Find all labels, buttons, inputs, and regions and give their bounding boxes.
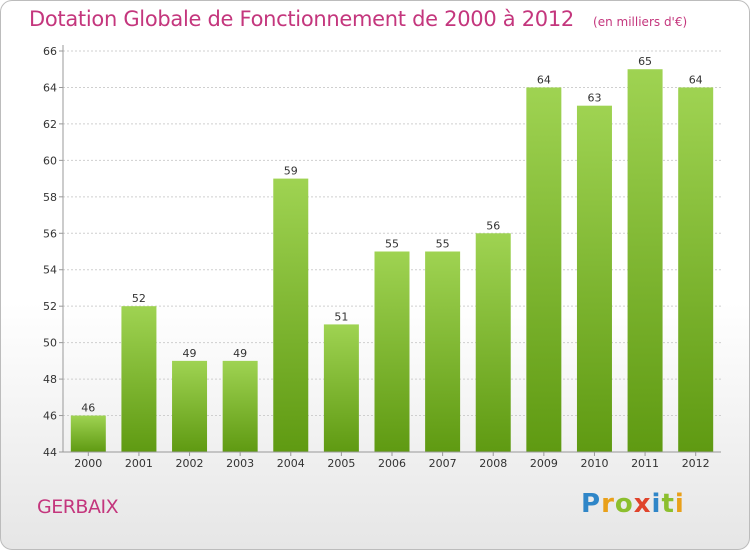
chart-subtitle: (en milliers d'€): [593, 15, 688, 29]
value-label-2008: 56: [486, 219, 500, 232]
bar-2008: [475, 233, 511, 452]
x-tick-label-2007: 2007: [429, 457, 457, 470]
y-tick-label: 50: [43, 337, 57, 350]
x-tick-label-2011: 2011: [631, 457, 659, 470]
x-tick-label-2002: 2002: [176, 457, 204, 470]
value-label-2007: 55: [436, 238, 450, 251]
x-tick-label-2004: 2004: [277, 457, 305, 470]
x-tick-label-2000: 2000: [74, 457, 102, 470]
y-tick-label: 62: [43, 118, 57, 131]
bar-2005: [323, 324, 359, 452]
bar-2000: [70, 415, 106, 452]
y-tick-label: 60: [43, 154, 57, 167]
title-row: Dotation Globale de Fonctionnement de 20…: [29, 7, 687, 31]
value-label-2012: 64: [689, 73, 703, 86]
y-tick-label: 54: [43, 264, 57, 277]
x-tick-label-2008: 2008: [479, 457, 507, 470]
bar-2009: [526, 87, 562, 453]
value-label-2001: 52: [132, 292, 146, 305]
bar-2011: [627, 69, 663, 453]
x-tick-label-2001: 2001: [125, 457, 153, 470]
value-label-2011: 65: [638, 55, 652, 68]
value-label-2009: 64: [537, 73, 551, 86]
bar-2001: [121, 306, 157, 452]
value-label-2000: 46: [81, 402, 95, 415]
x-tick-label-2006: 2006: [378, 457, 406, 470]
bar-2007: [425, 251, 461, 452]
y-tick-label: 66: [43, 45, 57, 58]
y-tick-label: 64: [43, 81, 57, 94]
value-label-2006: 55: [385, 238, 399, 251]
bar-2012: [678, 87, 714, 453]
y-tick-label: 48: [43, 373, 57, 386]
chart-title: Dotation Globale de Fonctionnement de 20…: [29, 7, 574, 31]
bar-2006: [374, 251, 410, 452]
labels: 44 46 48 50 52 54 56 58 60 62 64 66 46 2000 52 2001 49 20…: [43, 45, 710, 470]
y-tick-label: 56: [43, 227, 57, 240]
x-tick-label-2012: 2012: [682, 457, 710, 470]
x-tick-label-2009: 2009: [530, 457, 558, 470]
city-name: GERBAIX: [37, 496, 119, 518]
y-tick-label: 44: [43, 446, 57, 459]
bar-2004: [273, 178, 309, 452]
y-tick-label: 52: [43, 300, 57, 313]
axes: [59, 45, 721, 456]
bars: [70, 69, 714, 453]
proxiti-logo[interactable]: Proxiti: [581, 489, 685, 519]
bar-2010: [576, 105, 612, 452]
value-label-2004: 59: [284, 165, 298, 178]
value-label-2003: 49: [233, 347, 247, 360]
value-label-2002: 49: [183, 347, 197, 360]
x-tick-label-2005: 2005: [327, 457, 355, 470]
x-tick-label-2010: 2010: [580, 457, 608, 470]
x-tick-label-2003: 2003: [226, 457, 254, 470]
bar-2003: [222, 360, 258, 452]
bar-2002: [172, 360, 208, 452]
value-label-2010: 63: [587, 92, 601, 105]
value-label-2005: 51: [334, 310, 348, 323]
y-tick-label: 46: [43, 410, 57, 423]
y-tick-label: 58: [43, 191, 57, 204]
